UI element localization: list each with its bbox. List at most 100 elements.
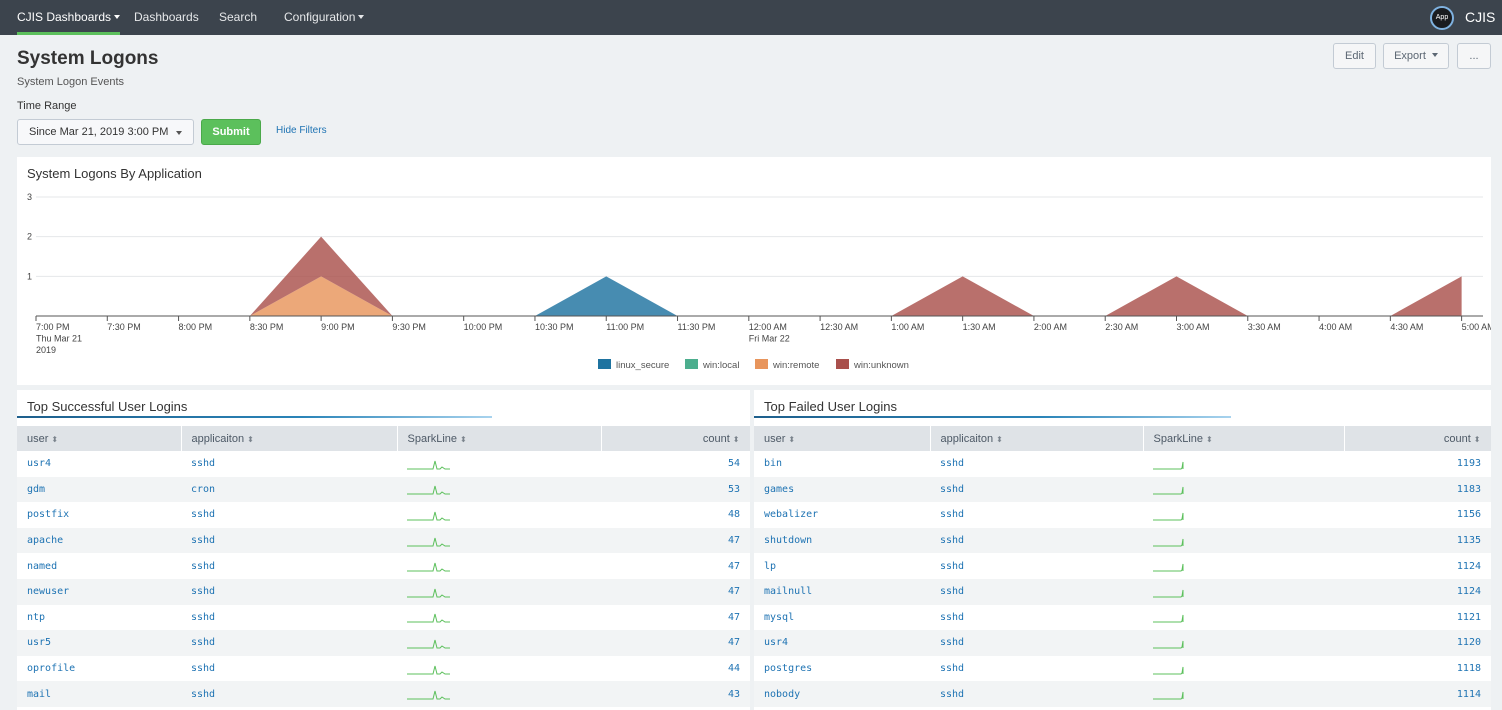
table-row[interactable]: lp sshd 1124 [754,553,1491,579]
column-header-count[interactable]: count ⬍ [601,426,750,451]
cell-count[interactable]: 47 [601,578,750,605]
table-row[interactable]: usr4 sshd 1120 [754,630,1491,656]
cell-application[interactable]: sshd [930,527,1143,554]
table-row[interactable]: webalizer sshd 1156 [754,502,1491,528]
cell-application[interactable]: sshd [181,578,397,605]
cell-application[interactable]: sshd [930,451,1143,477]
hide-filters-link[interactable]: Hide Filters [276,125,327,136]
cell-count[interactable]: 54 [601,451,750,477]
cell-count[interactable]: 1121 [1344,604,1491,631]
nav-configuration[interactable]: Configuration [284,0,365,35]
cell-user[interactable]: named [17,553,181,579]
column-header-sparkline[interactable]: SparkLine ⬍ [397,426,602,451]
table-row[interactable]: usr5 sshd 47 [17,630,750,656]
table-row[interactable]: mail sshd 43 [17,681,750,707]
cell-user[interactable]: bin [754,451,930,477]
table-row[interactable]: postgres sshd 1118 [754,655,1491,682]
cell-application[interactable]: sshd [181,553,397,579]
nav-dashboards[interactable]: Dashboards [134,0,199,35]
cell-user[interactable]: usr4 [17,451,181,477]
cell-user[interactable]: postfix [17,502,181,528]
cell-user[interactable]: postgres [754,655,930,682]
cell-application[interactable]: sshd [930,476,1143,503]
table-row[interactable]: shutdown sshd 1135 [754,527,1491,554]
column-header-user[interactable]: user ⬍ [754,426,931,451]
cell-count[interactable]: 1135 [1344,527,1491,554]
cell-count[interactable]: 1156 [1344,502,1491,528]
cell-user[interactable]: gdm [17,476,181,503]
column-header-applicaiton[interactable]: applicaiton ⬍ [930,426,1144,451]
cell-application[interactable]: sshd [181,527,397,554]
cell-count[interactable]: 1124 [1344,578,1491,605]
cell-count[interactable]: 47 [601,604,750,631]
more-actions-button[interactable]: ... [1457,43,1491,69]
cell-application[interactable]: sshd [930,630,1143,656]
cell-user[interactable]: apache [17,527,181,554]
cell-user[interactable]: lp [754,553,930,579]
nav-search[interactable]: Search [219,0,257,35]
table-row[interactable]: named sshd 47 [17,553,750,579]
time-range-picker[interactable]: Since Mar 21, 2019 3:00 PM [17,119,194,145]
cell-application[interactable]: sshd [181,451,397,477]
cell-application[interactable]: sshd [181,630,397,656]
cell-application[interactable]: sshd [930,604,1143,631]
cell-application[interactable]: sshd [181,681,397,707]
cell-count[interactable]: 48 [601,502,750,528]
cell-user[interactable]: nobody [754,681,930,707]
cell-count[interactable]: 1114 [1344,681,1491,707]
cell-count[interactable]: 47 [601,553,750,579]
cell-count[interactable]: 47 [601,630,750,656]
table-row[interactable]: newuser sshd 47 [17,578,750,605]
cell-user[interactable]: webalizer [754,502,930,528]
cell-count[interactable]: 47 [601,527,750,554]
cell-user[interactable]: usr4 [754,630,930,656]
cell-user[interactable]: newuser [17,578,181,605]
table-row[interactable]: mysql sshd 1121 [754,604,1491,631]
cell-count[interactable]: 44 [601,655,750,682]
table-row[interactable]: apache sshd 47 [17,527,750,554]
cell-application[interactable]: sshd [181,502,397,528]
cell-application[interactable]: sshd [181,604,397,631]
cell-count[interactable]: 43 [601,681,750,707]
cell-user[interactable]: shutdown [754,527,930,554]
column-header-count[interactable]: count ⬍ [1344,426,1491,451]
cell-count[interactable]: 53 [601,476,750,503]
cell-user[interactable]: ntp [17,604,181,631]
app-badge-icon[interactable]: App [1430,6,1454,30]
column-header-user[interactable]: user ⬍ [17,426,182,451]
nav-cjis-dashboards[interactable]: CJIS Dashboards [17,0,121,35]
cell-application[interactable]: sshd [930,502,1143,528]
table-row[interactable]: games sshd 1183 [754,476,1491,503]
table-row[interactable]: ntp sshd 47 [17,604,750,631]
table-row[interactable]: nobody sshd 1114 [754,681,1491,707]
cell-user[interactable]: mailnull [754,578,930,605]
cell-application[interactable]: sshd [181,655,397,682]
cell-count[interactable]: 1120 [1344,630,1491,656]
submit-button[interactable]: Submit [201,119,261,145]
table-row[interactable]: postfix sshd 48 [17,502,750,528]
cell-user[interactable]: oprofile [17,655,181,682]
edit-button[interactable]: Edit [1333,43,1376,69]
cell-count[interactable]: 1193 [1344,451,1491,477]
cell-application[interactable]: sshd [930,578,1143,605]
cell-user[interactable]: usr5 [17,630,181,656]
table-row[interactable]: mailnull sshd 1124 [754,578,1491,605]
cell-count[interactable]: 1124 [1344,553,1491,579]
cell-count[interactable]: 1118 [1344,655,1491,682]
cell-user[interactable]: mail [17,681,181,707]
cell-user[interactable]: games [754,476,930,503]
table-row[interactable]: usr4 sshd 54 [17,451,750,477]
cell-application[interactable]: cron [181,476,397,503]
cell-application[interactable]: sshd [930,681,1143,707]
cell-application[interactable]: sshd [930,655,1143,682]
cell-user[interactable]: mysql [754,604,930,631]
table-row[interactable]: oprofile sshd 44 [17,655,750,682]
table-row[interactable]: bin sshd 1193 [754,451,1491,477]
cell-count[interactable]: 1183 [1344,476,1491,503]
column-header-sparkline[interactable]: SparkLine ⬍ [1143,426,1345,451]
table-row[interactable]: gdm cron 53 [17,476,750,503]
column-header-applicaiton[interactable]: applicaiton ⬍ [181,426,398,451]
export-button[interactable]: Export [1383,43,1449,69]
cell-application[interactable]: sshd [930,553,1143,579]
